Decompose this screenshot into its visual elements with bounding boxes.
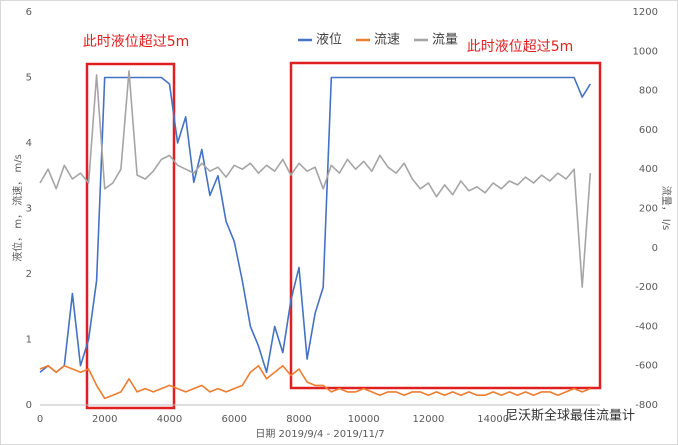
- legend-label: 流量: [432, 33, 458, 48]
- y2-tick-label: 1000: [633, 46, 658, 57]
- x-tick-label: 0: [37, 414, 43, 425]
- y2-tick-label: 800: [639, 86, 658, 97]
- y2-tick-label: -800: [635, 400, 658, 411]
- y-tick-label: 0: [26, 400, 32, 411]
- x-tick-label: 4000: [157, 414, 182, 425]
- series-line: [39, 76, 591, 374]
- y2-tick-label: 200: [639, 204, 658, 215]
- y-tick-label: 4: [26, 138, 32, 149]
- series-line: [39, 364, 591, 400]
- highlight-box: [289, 61, 602, 390]
- y2-tick-label: -600: [635, 361, 658, 372]
- x-tick-label: 2000: [92, 414, 117, 425]
- y-tick-label: 3: [26, 204, 32, 215]
- watermark: 尼沃斯全球最佳流量计: [505, 408, 635, 424]
- x-tick-label: 14000: [477, 414, 509, 425]
- y2-tick-label: 600: [639, 125, 658, 136]
- highlight-box: [85, 62, 176, 410]
- y2-axis-title: 流量， l/s: [660, 186, 673, 231]
- y-tick-label: 6: [26, 7, 32, 18]
- y2-tick-label: 400: [639, 164, 658, 175]
- y2-tick-label: 0: [652, 243, 658, 254]
- y2-tick-label: 1200: [633, 7, 658, 18]
- x-tick-label: 10000: [348, 414, 380, 425]
- y-tick-label: 1: [26, 335, 32, 346]
- y2-tick-label: -200: [635, 282, 658, 293]
- y-axis-title: 液位， m， 流速， m/s: [11, 154, 24, 262]
- annotation: 此时液位超过5m: [467, 39, 574, 55]
- x-tick-label: 12000: [413, 414, 445, 425]
- y2-tick-label: -400: [635, 321, 658, 332]
- legend-label: 液位: [316, 33, 342, 48]
- x-tick-label: 8000: [286, 414, 311, 425]
- y-tick-label: 2: [26, 269, 32, 280]
- legend-label: 流速: [374, 33, 400, 48]
- annotation: 此时液位超过5m: [83, 34, 190, 50]
- x-axis-title: 日期 2019/9/4 - 2019/11/7: [255, 428, 384, 440]
- x-tick-label: 6000: [221, 414, 246, 425]
- y-tick-label: 5: [26, 73, 32, 84]
- series-line: [39, 70, 592, 288]
